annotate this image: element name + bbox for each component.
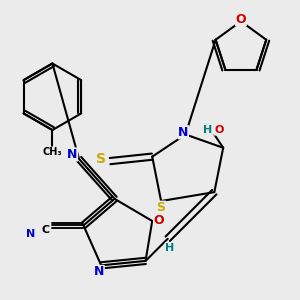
Text: N: N bbox=[94, 266, 104, 278]
Text: C: C bbox=[42, 225, 50, 235]
Text: N: N bbox=[67, 148, 78, 161]
Text: O: O bbox=[154, 214, 164, 227]
Text: H: H bbox=[203, 125, 212, 135]
Text: O: O bbox=[236, 13, 246, 26]
Text: S: S bbox=[96, 152, 106, 166]
Text: S: S bbox=[157, 201, 166, 214]
Text: N: N bbox=[178, 126, 188, 139]
Text: O: O bbox=[214, 125, 224, 135]
Text: CH₃: CH₃ bbox=[43, 147, 62, 157]
Text: N: N bbox=[26, 229, 35, 239]
Text: H: H bbox=[165, 243, 175, 253]
